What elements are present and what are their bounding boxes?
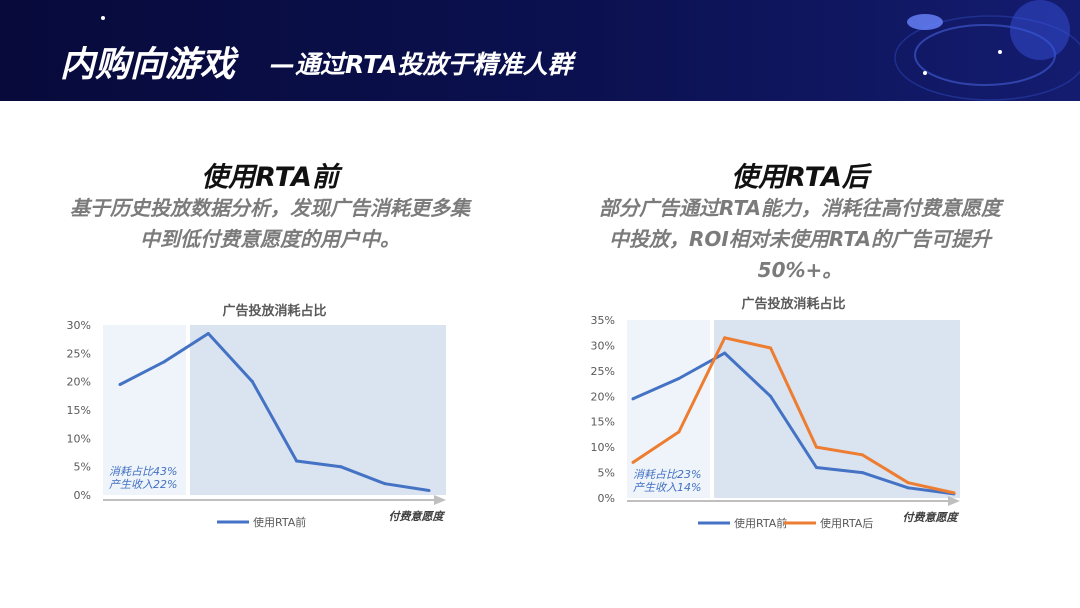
high-willingness-band — [190, 325, 446, 495]
annotation-revenue-share: 产生收入14% — [633, 481, 701, 494]
left-column-title: 使用RTA前 — [201, 162, 339, 193]
series-line-after — [632, 336, 955, 495]
legend-label: 使用RTA前 — [734, 516, 787, 530]
left-desc-line-1: 基于历史投放数据分析，发现广告消耗更多集 — [70, 196, 470, 220]
y-tick-label: 5% — [74, 461, 91, 474]
data-point — [677, 430, 681, 434]
left-column-description: 基于历史投放数据分析，发现广告消耗更多集 中到低付费意愿度的用户中。 — [20, 193, 520, 255]
y-tick-label: 20% — [591, 390, 615, 403]
right-desc-line-3: 50%+。 — [757, 258, 843, 282]
data-point — [814, 445, 818, 449]
annotation-spend-share: 消耗占比43% — [109, 465, 177, 478]
y-tick-label: 25% — [67, 347, 91, 360]
data-point — [814, 465, 818, 469]
y-tick-label: 20% — [67, 376, 91, 389]
data-point — [339, 465, 343, 469]
page-title: 内购向游戏 — [60, 45, 236, 85]
x-axis-label: 付费意愿度 — [903, 511, 960, 524]
right-desc-line-2: 中投放，ROI相对未使用RTA的广告可提升 — [609, 227, 991, 251]
data-point — [427, 488, 431, 492]
data-point — [723, 336, 727, 340]
space-decoration — [101, 0, 1080, 101]
data-point — [118, 383, 122, 386]
data-point — [295, 459, 299, 463]
annotation-revenue-share: 产生收入22% — [109, 478, 177, 491]
page-subtitle: —通过RTA投放于精准人群 — [270, 50, 573, 79]
chart-after-rta: 广告投放消耗占比 0% 5% 10% 15% 20% 25% 30% 35% 付费意愿度 消耗占比2… — [591, 296, 960, 530]
data-point — [952, 491, 956, 495]
data-point — [631, 460, 635, 464]
y-tick-label: 15% — [67, 404, 91, 417]
y-tick-label: 15% — [591, 416, 615, 429]
legend-label: 使用RTA后 — [820, 517, 873, 530]
y-tick-label: 0% — [598, 492, 615, 505]
y-tick-label: 25% — [591, 365, 615, 378]
data-point — [383, 482, 387, 486]
data-point — [769, 346, 773, 350]
y-tick-label: 10% — [591, 441, 615, 454]
data-point — [860, 471, 864, 475]
header-banner: 内购向游戏 —通过RTA投放于精准人群 — [0, 0, 1080, 101]
data-point — [906, 481, 910, 485]
low-willingness-band — [627, 320, 710, 498]
y-tick-label: 0% — [74, 489, 91, 502]
right-column-title: 使用RTA后 — [731, 162, 869, 193]
series-line-before — [119, 332, 430, 492]
right-desc-line-1: 部分广告通过RTA能力，消耗往高付费意愿度 — [598, 196, 1002, 220]
x-axis-label: 付费意愿度 — [389, 510, 446, 523]
high-willingness-band — [714, 320, 960, 498]
y-tick-label: 5% — [598, 467, 615, 480]
data-point — [677, 376, 681, 380]
right-column-description: 部分广告通过RTA能力，消耗往高付费意愿度 中投放，ROI相对未使用RTA的广告… — [555, 193, 1045, 286]
data-point — [906, 486, 910, 490]
chart-before-rta: 广告投放消耗占比 0% 5% 10% 15% 20% 25% 30% 付费意愿度 消耗占比43%产… — [67, 303, 446, 529]
y-tick-label: 30% — [67, 319, 91, 332]
data-point — [769, 394, 773, 398]
chart-title: 广告投放消耗占比 — [741, 296, 845, 312]
y-tick-label: 10% — [67, 432, 91, 445]
annotation-spend-share: 消耗占比23% — [633, 468, 701, 481]
chart-title: 广告投放消耗占比 — [222, 303, 326, 319]
x-axis-arrow — [948, 496, 960, 506]
data-point — [860, 453, 864, 457]
data-point — [631, 397, 635, 401]
legend-label: 使用RTA前 — [253, 515, 306, 529]
left-desc-line-2: 中到低付费意愿度的用户中。 — [140, 227, 400, 251]
y-tick-label: 30% — [591, 339, 615, 352]
y-tick-label: 35% — [591, 314, 615, 327]
data-point — [723, 351, 727, 355]
data-point — [250, 380, 254, 384]
low-willingness-band — [103, 325, 186, 495]
data-point — [206, 332, 210, 335]
x-axis-arrow — [434, 495, 446, 505]
series-line-before — [632, 351, 955, 496]
data-point — [162, 360, 166, 364]
